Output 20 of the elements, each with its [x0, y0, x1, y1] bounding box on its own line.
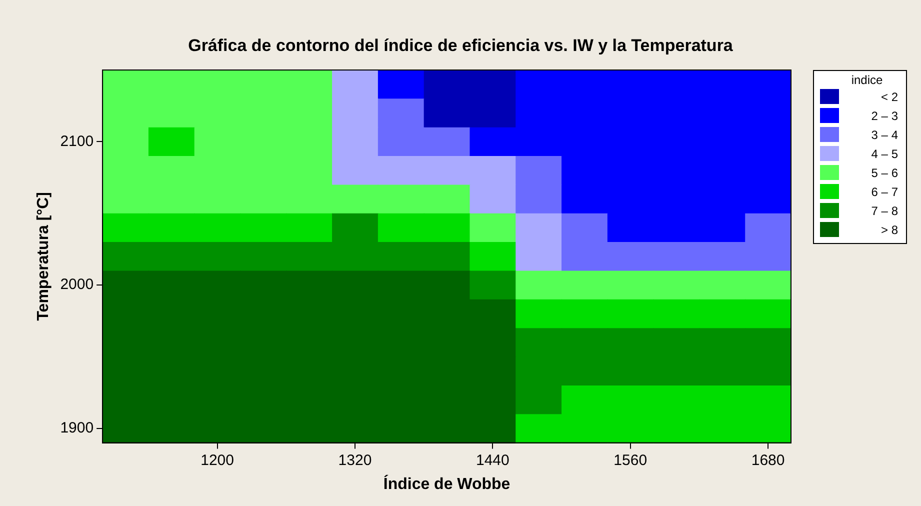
y-axis-title: Temperatura [°C] — [35, 192, 52, 321]
x-axis-title: Índice de Wobbe — [383, 474, 510, 493]
y-tick-label: 1900 — [60, 420, 94, 437]
color-bar-label: 3 – 4 — [870, 128, 899, 142]
y-tick-label: 2100 — [60, 132, 94, 150]
color-bar-label: 4 – 5 — [870, 146, 899, 160]
x-tick-label: 1320 — [338, 452, 372, 469]
color-bar-title: indice — [850, 73, 884, 87]
color-bar-label: 6 – 7 — [870, 184, 899, 198]
color-bar-label: 5 – 6 — [870, 166, 899, 180]
color-bar-label: < 2 — [880, 90, 899, 104]
x-tick-label: 1680 — [751, 452, 785, 469]
y-tick-label: 2000 — [60, 276, 94, 294]
color-bar-label: 7 – 8 — [870, 204, 899, 218]
color-bar-label: 2 – 3 — [870, 108, 899, 122]
x-tick-label: 1440 — [476, 452, 510, 469]
chart-title: Gráfica de contorno del índice de eficiencia vs. IW y la Temperatura — [187, 36, 734, 56]
x-tick-label: 1560 — [614, 452, 648, 469]
x-tick-label: 1200 — [200, 452, 234, 469]
color-bar-label: > 8 — [880, 222, 899, 236]
